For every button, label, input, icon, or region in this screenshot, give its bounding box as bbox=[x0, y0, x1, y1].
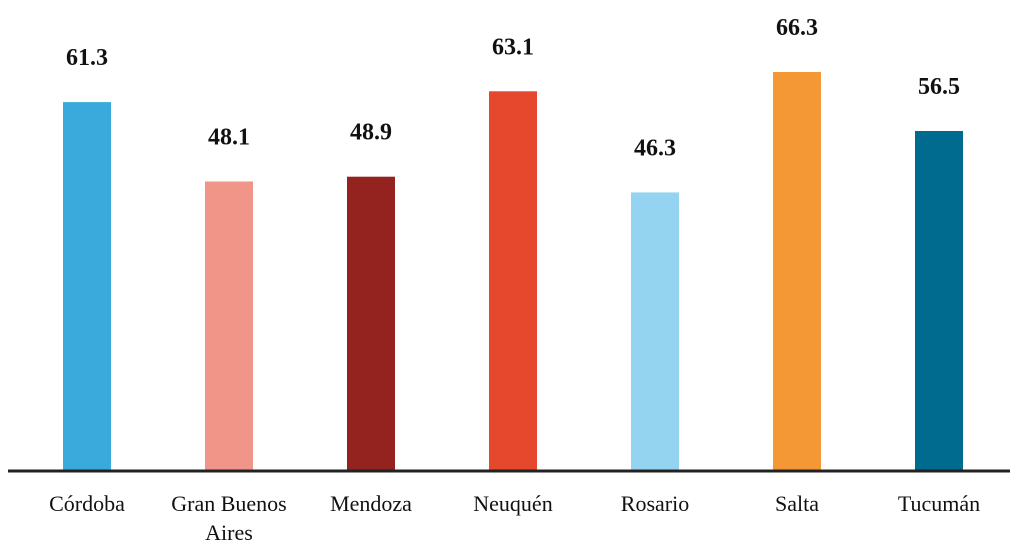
bar-salta bbox=[773, 72, 821, 471]
value-label-neuquen: 63.1 bbox=[492, 34, 534, 60]
value-label-cordoba: 61.3 bbox=[66, 45, 108, 71]
bar-rosario bbox=[631, 192, 679, 471]
category-label-tucuman: Tucumán bbox=[898, 491, 980, 516]
value-label-gran-buenos-aires: 48.1 bbox=[208, 125, 250, 151]
value-label-salta: 66.3 bbox=[776, 15, 818, 41]
value-label-rosario: 46.3 bbox=[634, 135, 676, 161]
category-labels-layer: Córdoba Gran Buenos Aires Mendoza Neuquén Ros… bbox=[49, 491, 980, 545]
value-label-tucuman: 56.5 bbox=[918, 74, 960, 100]
category-label-gran-buenos-aires: Gran Buenos Aires bbox=[171, 491, 286, 545]
category-label-rosario: Rosario bbox=[621, 491, 689, 516]
bar-mendoza bbox=[347, 176, 395, 471]
bars-layer bbox=[63, 72, 963, 472]
category-label-mendoza: Mendoza bbox=[330, 491, 412, 516]
bar-gran-buenos-aires bbox=[205, 181, 253, 471]
value-labels-layer: 61.3 48.1 48.9 63.1 46.3 66.3 56.5 bbox=[66, 15, 960, 161]
bar-neuquen bbox=[489, 91, 537, 472]
category-label-cordoba: Córdoba bbox=[49, 491, 125, 516]
category-label-neuquen: Neuquén bbox=[473, 491, 552, 516]
value-label-mendoza: 48.9 bbox=[350, 120, 392, 146]
bar-cordoba bbox=[63, 102, 111, 471]
bar-tucuman bbox=[915, 131, 963, 471]
category-label-salta: Salta bbox=[775, 491, 819, 516]
